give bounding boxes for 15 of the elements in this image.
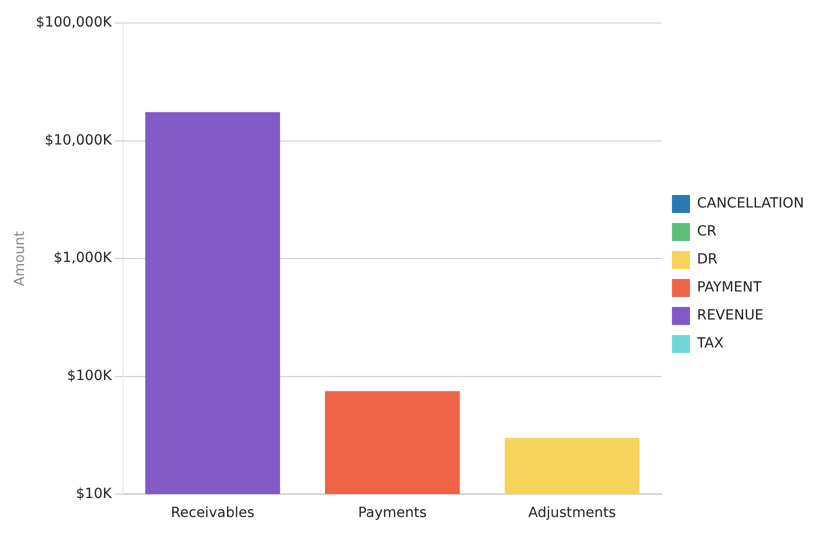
y-tick-label: $100K <box>66 368 113 384</box>
x-tick-label: Receivables <box>170 505 254 522</box>
y-tick-label: $10,000K <box>44 132 113 148</box>
y-tick-label: $100,000K <box>36 14 113 31</box>
y-tick-label: $1,000K <box>54 250 113 266</box>
legend-label: TAX <box>696 336 724 352</box>
legend-label: REVENUE <box>696 308 764 324</box>
y-axis-title: Amount <box>12 230 28 286</box>
x-tick-label: Payments <box>358 505 427 522</box>
legend-label: CR <box>696 224 717 240</box>
legend-label: PAYMENT <box>696 280 762 296</box>
x-tick-label: Adjustments <box>528 505 616 522</box>
legend-label: DR <box>696 252 718 268</box>
legend-label: CANCELLATION <box>696 196 804 212</box>
y-tick-label: $10K <box>76 486 113 502</box>
